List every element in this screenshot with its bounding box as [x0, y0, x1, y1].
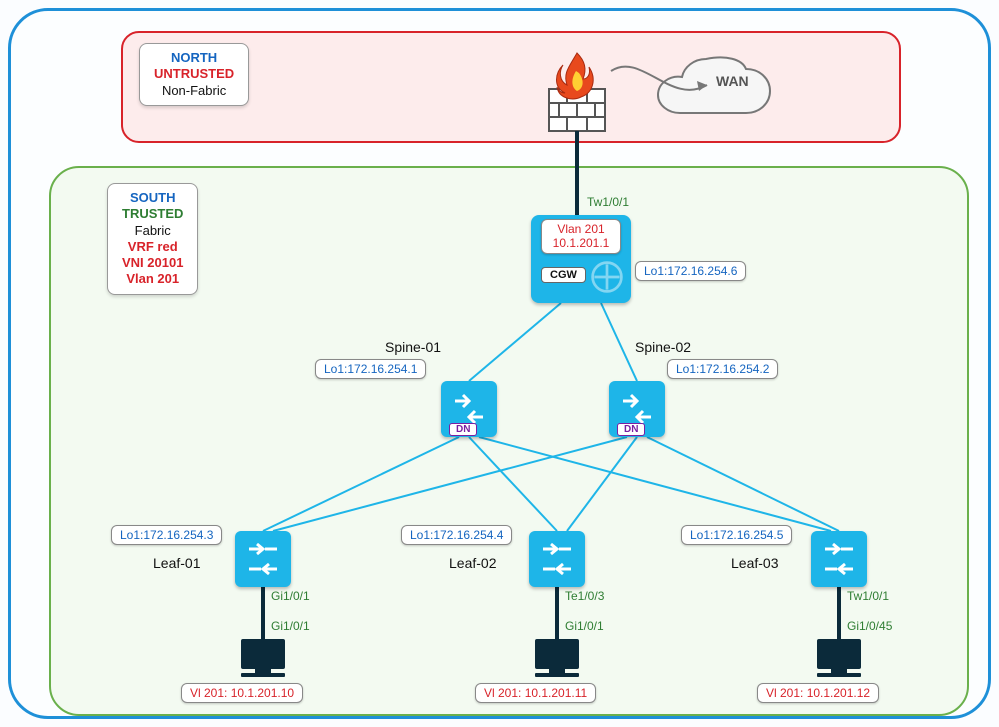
cgw-vlan-line2: 10.1.201.1 [553, 236, 610, 250]
spine-02-name: Spine-02 [635, 339, 691, 355]
leaf-02-name: Leaf-02 [449, 555, 496, 571]
leaf-01-port-down: Gi1/0/1 [271, 589, 310, 603]
legend-north-fabric: Non-Fabric [154, 83, 234, 99]
legend-south-trust: TRUSTED [122, 206, 183, 222]
spine-01-dn-tag: DN [449, 423, 477, 436]
diagram-frame: NORTH UNTRUSTED Non-Fabric SOUTH TRUSTED… [8, 8, 991, 719]
leaf-01-device [235, 531, 291, 587]
spine-01-name: Spine-01 [385, 339, 441, 355]
legend-south-fabric: Fabric [122, 223, 183, 239]
leaf-02-host-port: Gi1/0/1 [565, 619, 604, 633]
switch-icon [537, 539, 577, 579]
leaf-01-lo: Lo1:172.16.254.3 [111, 525, 222, 545]
spine-01-lo: Lo1:172.16.254.1 [315, 359, 426, 379]
legend-south: SOUTH TRUSTED Fabric VRF red VNI 20101 V… [107, 183, 198, 295]
cgw-lo-label: Lo1:172.16.254.6 [635, 261, 746, 281]
router-icon [589, 259, 625, 295]
legend-north-trust: UNTRUSTED [154, 66, 234, 82]
legend-south-title: SOUTH [122, 190, 183, 206]
leaf-02-host-base [535, 673, 579, 677]
leaf-03-device [811, 531, 867, 587]
leaf-02-device [529, 531, 585, 587]
leaf-03-host [817, 639, 861, 669]
leaf-01-name: Leaf-01 [153, 555, 200, 571]
leaf-03-host-base [817, 673, 861, 677]
leaf-02-host [535, 639, 579, 669]
leaf-03-host-vlan: Vl 201: 10.1.201.12 [757, 683, 879, 703]
leaf-01-host-vlan: Vl 201: 10.1.201.10 [181, 683, 303, 703]
leaf-02-lo: Lo1:172.16.254.4 [401, 525, 512, 545]
legend-north: NORTH UNTRUSTED Non-Fabric [139, 43, 249, 106]
legend-south-vrf: VRF red [122, 239, 183, 255]
leaf-02-port-down: Te1/0/3 [565, 589, 604, 603]
cgw-vlan-line1: Vlan 201 [557, 222, 604, 236]
legend-south-vni: VNI 20101 [122, 255, 183, 271]
switch-icon [819, 539, 859, 579]
leaf-01-host-port: Gi1/0/1 [271, 619, 310, 633]
leaf-03-lo: Lo1:172.16.254.5 [681, 525, 792, 545]
leaf-01-host [241, 639, 285, 669]
wan-label: WAN [716, 73, 749, 89]
spine-02-lo: Lo1:172.16.254.2 [667, 359, 778, 379]
cgw-port-up: Tw1/0/1 [587, 195, 629, 209]
leaf-03-name: Leaf-03 [731, 555, 778, 571]
leaf-03-port-down: Tw1/0/1 [847, 589, 889, 603]
leaf-01-host-base [241, 673, 285, 677]
cgw-tag: CGW [541, 267, 586, 283]
cgw-vlan-label: Vlan 201 10.1.201.1 [541, 219, 621, 254]
switch-icon [243, 539, 283, 579]
spine-02-dn-tag: DN [617, 423, 645, 436]
leaf-02-host-vlan: Vl 201: 10.1.201.11 [475, 683, 596, 703]
legend-south-vlan: Vlan 201 [122, 271, 183, 287]
leaf-03-host-port: Gi1/0/45 [847, 619, 892, 633]
legend-north-title: NORTH [154, 50, 234, 66]
